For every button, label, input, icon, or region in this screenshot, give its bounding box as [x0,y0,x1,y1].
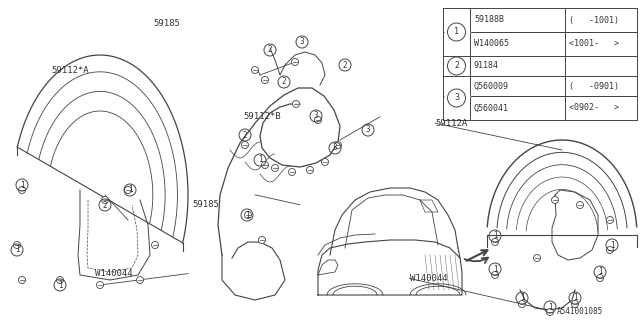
Text: 2: 2 [243,131,247,140]
Text: 1: 1 [244,211,250,220]
Text: 3: 3 [454,93,459,102]
Text: <0902-   >: <0902- > [569,103,619,113]
Text: 59185: 59185 [192,200,219,209]
Circle shape [241,141,248,148]
Circle shape [492,238,499,245]
Circle shape [577,202,584,209]
Circle shape [518,300,525,308]
Text: 1: 1 [20,180,24,189]
Text: 59188B: 59188B [474,15,504,25]
Circle shape [271,164,278,172]
Text: 1: 1 [493,265,497,274]
Text: 2: 2 [268,45,272,54]
Text: <1001-   >: <1001- > [569,39,619,49]
Circle shape [307,166,314,173]
Circle shape [262,162,269,169]
Text: A541001085: A541001085 [557,308,603,316]
Text: 1: 1 [610,241,614,250]
Text: 2: 2 [282,77,286,86]
Circle shape [534,254,541,261]
Text: 1: 1 [493,231,497,241]
Text: 59112*A: 59112*A [51,66,89,75]
Circle shape [596,275,604,282]
Circle shape [13,242,20,249]
Text: 1: 1 [520,293,524,302]
Text: 59112*B: 59112*B [243,112,281,121]
Text: 59112A: 59112A [435,119,467,128]
Text: 1: 1 [454,28,459,36]
Circle shape [552,196,559,204]
Text: Q560009: Q560009 [474,82,509,91]
Circle shape [262,76,269,84]
Text: W140044: W140044 [410,274,447,283]
Circle shape [244,212,252,219]
Text: (   -0901): ( -0901) [569,82,619,91]
Circle shape [289,169,296,175]
Circle shape [259,236,266,244]
Circle shape [291,59,298,66]
Circle shape [102,196,109,204]
Text: 1: 1 [548,302,552,311]
Text: 91184: 91184 [474,61,499,70]
Circle shape [97,282,104,289]
Circle shape [607,246,614,253]
Circle shape [19,187,26,194]
Text: Q560041: Q560041 [474,103,509,113]
Text: 1: 1 [128,186,132,195]
Text: (   -1001): ( -1001) [569,15,619,25]
Circle shape [136,276,143,284]
Text: 3: 3 [333,143,337,153]
Text: 3: 3 [314,111,318,121]
Text: 59185: 59185 [154,20,180,28]
Text: 1: 1 [15,245,19,254]
Text: 3: 3 [300,37,304,46]
Circle shape [152,242,159,249]
Circle shape [321,158,328,165]
Text: 2: 2 [102,201,108,210]
Circle shape [125,187,131,194]
Text: W140044: W140044 [95,269,132,278]
Circle shape [547,308,554,316]
Text: 1: 1 [58,281,62,290]
Text: 1: 1 [598,268,602,276]
Circle shape [572,300,579,308]
Circle shape [56,276,63,284]
Circle shape [292,100,300,108]
Circle shape [492,271,499,278]
Circle shape [335,141,342,148]
Text: W140065: W140065 [474,39,509,49]
Circle shape [19,276,26,284]
Text: 1: 1 [258,156,262,164]
Text: 2: 2 [454,61,459,70]
Circle shape [314,116,321,124]
Circle shape [607,217,614,223]
Text: 2: 2 [342,60,348,69]
Circle shape [252,67,259,74]
Text: 1: 1 [573,293,577,302]
Text: 3: 3 [365,125,371,134]
